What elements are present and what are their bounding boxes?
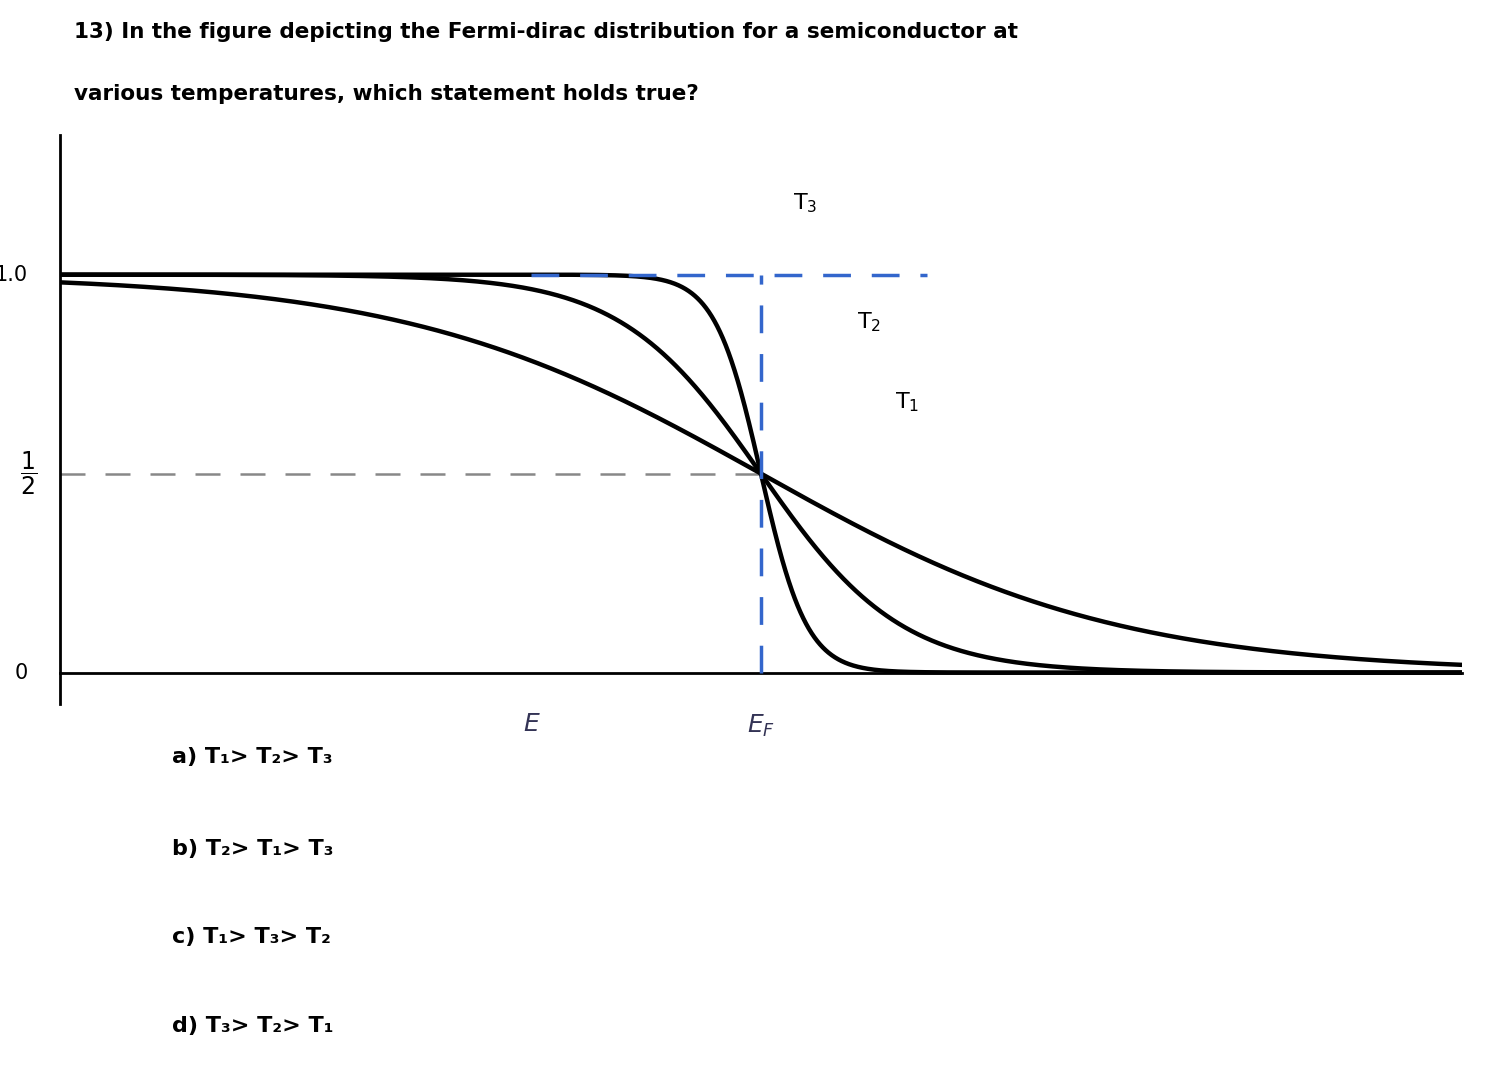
Text: 1.0: 1.0 bbox=[0, 265, 28, 285]
Text: $E$: $E$ bbox=[522, 713, 540, 737]
Text: $\dfrac{1}{2}$: $\dfrac{1}{2}$ bbox=[19, 450, 37, 497]
Text: various temperatures, which statement holds true?: various temperatures, which statement ho… bbox=[73, 84, 698, 104]
Text: a) T₁> T₂> T₃: a) T₁> T₂> T₃ bbox=[172, 747, 333, 767]
Text: 13) In the figure depicting the Fermi-dirac distribution for a semiconductor at: 13) In the figure depicting the Fermi-di… bbox=[73, 22, 1018, 42]
Text: b) T₂> T₁> T₃: b) T₂> T₁> T₃ bbox=[172, 839, 333, 859]
Text: $E_F$: $E_F$ bbox=[747, 713, 774, 739]
Text: T$_2$: T$_2$ bbox=[856, 311, 880, 334]
Text: T$_3$: T$_3$ bbox=[792, 191, 818, 215]
Text: 0: 0 bbox=[15, 662, 28, 683]
Text: T$_1$: T$_1$ bbox=[895, 390, 919, 414]
Text: d) T₃> T₂> T₁: d) T₃> T₂> T₁ bbox=[172, 1016, 333, 1036]
Text: c) T₁> T₃> T₂: c) T₁> T₃> T₂ bbox=[172, 928, 331, 947]
